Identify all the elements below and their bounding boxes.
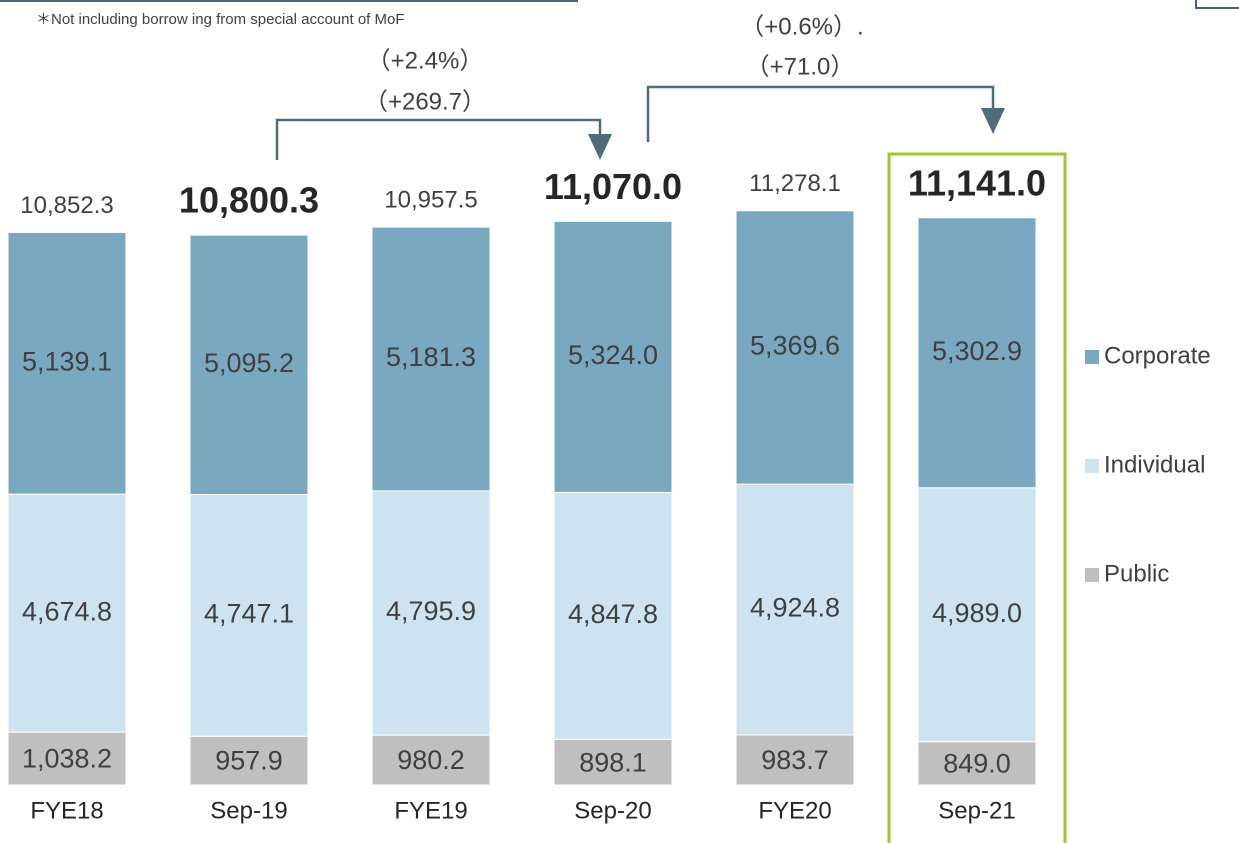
bar-segment (917, 217, 1037, 489)
bar-segment (189, 234, 309, 496)
bar-segment (189, 735, 309, 786)
total-label: 11,070.0 (544, 166, 682, 207)
total-label: 10,800.3 (179, 180, 319, 221)
legend-label: Individual (1104, 451, 1205, 478)
legend-label: Public (1104, 560, 1169, 587)
bar-segment (917, 741, 1037, 786)
bar-segment (371, 734, 491, 786)
legend-swatch (1085, 568, 1099, 582)
bar-segment (7, 231, 127, 495)
bar-segment (735, 734, 855, 786)
segment-label: 983.7 (761, 745, 829, 775)
arrow-head (981, 108, 1005, 134)
total-label: 11,141.0 (908, 162, 1046, 203)
note: ＊Not including borrow ing from special a… (36, 11, 405, 28)
bar-segment (189, 494, 309, 737)
corner-box (1195, 0, 1239, 9)
total-label: 10,957.5 (384, 186, 477, 213)
segment-label: 4,989.0 (932, 598, 1022, 628)
x-tick-label: Sep-20 (574, 797, 651, 824)
segment-label: 5,095.2 (204, 348, 294, 378)
segment-label: 849.0 (943, 749, 1011, 779)
annotation: （+269.7） (364, 88, 486, 115)
segment-label: 898.1 (579, 747, 647, 777)
segment-label: 5,181.3 (386, 342, 476, 372)
x-tick-label: Sep-21 (938, 797, 1015, 824)
segment-label: 957.9 (215, 746, 283, 776)
x-tick-label: FYE20 (758, 797, 831, 824)
legend-label: Corporate (1104, 342, 1211, 369)
x-tick-label: FYE19 (394, 797, 467, 824)
annotation: （+0.6%）. (740, 13, 863, 40)
bar-segment (371, 226, 491, 492)
segment-label: 980.2 (397, 745, 465, 775)
bar-segment (553, 220, 673, 493)
legend-swatch (1085, 350, 1099, 364)
segment-label: 1,038.2 (22, 744, 112, 774)
segment-label: 5,139.1 (22, 346, 112, 376)
bracket (646, 85, 995, 142)
x-tick-label: Sep-19 (210, 797, 287, 824)
total-label: 11,278.1 (749, 170, 841, 197)
highlight-box (887, 152, 1067, 843)
bar-segment (917, 487, 1037, 743)
legend-swatch (1085, 459, 1099, 473)
segment-label: 4,795.9 (386, 596, 476, 626)
x-tick-label: FYE18 (30, 797, 103, 824)
bar-segment (7, 731, 127, 786)
annotation: （+2.4%） (367, 47, 484, 74)
annotation: （+71.0） (746, 53, 855, 80)
segment-label: 4,674.8 (22, 596, 112, 626)
segment-label: 5,302.9 (932, 336, 1022, 366)
bracket (275, 118, 602, 160)
arrow-head (588, 134, 612, 160)
bar-segment (735, 210, 855, 485)
segment-label: 5,369.6 (750, 331, 840, 361)
segment-label: 4,747.1 (204, 598, 294, 628)
segment-label: 4,847.8 (568, 599, 658, 629)
bar-segment (553, 491, 673, 740)
total-label: 10,852.3 (20, 192, 113, 219)
segment-label: 5,324.0 (568, 340, 658, 370)
bar-segment (371, 490, 491, 736)
bar-segment (735, 483, 855, 736)
segment-label: 4,924.8 (750, 593, 840, 623)
